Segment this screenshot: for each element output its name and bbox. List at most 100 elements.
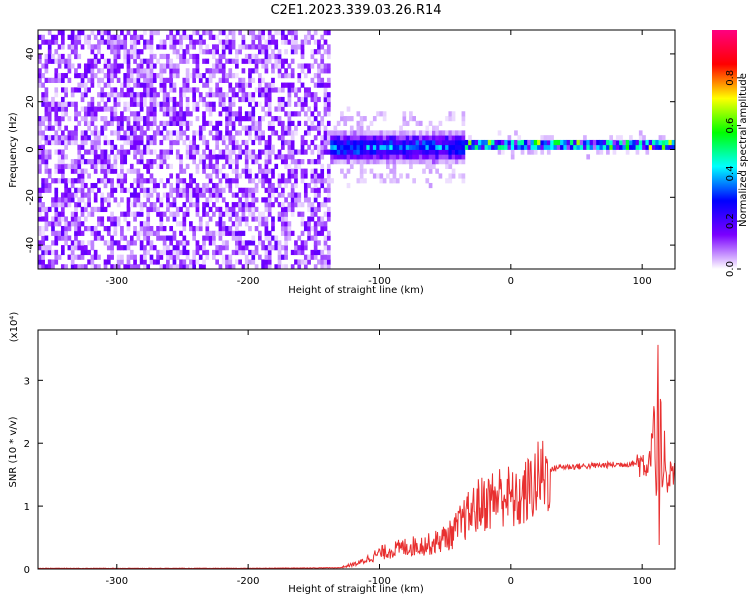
spectrogram-cell <box>438 120 443 126</box>
spectrogram-cell <box>116 77 121 83</box>
spectrogram-cell <box>238 173 242 179</box>
spectrogram-cell <box>356 154 361 160</box>
spectrogram-cell <box>156 254 160 260</box>
spectrogram-cell <box>156 163 160 170</box>
spectrogram-cell <box>277 116 282 122</box>
spectrogram-cell <box>212 101 216 107</box>
spectrogram-cell <box>133 101 137 107</box>
spectrogram-cell <box>123 58 128 64</box>
spectrogram-cell <box>64 187 68 193</box>
spectrogram-cell <box>110 182 114 189</box>
spectrogram-cell <box>136 159 141 165</box>
spectrogram-cell <box>41 187 45 193</box>
spectrogram-cell <box>235 211 239 217</box>
spectrogram-cell <box>74 240 78 246</box>
spectrogram-cell <box>175 135 180 141</box>
spectrogram-cell <box>116 154 121 160</box>
spectrogram-cell <box>455 154 459 160</box>
spectrogram-cell <box>313 192 318 198</box>
spectrogram-cell <box>231 178 236 184</box>
spectrogram-cell <box>274 44 279 50</box>
spectrogram-cell <box>297 87 302 93</box>
spectrogram-cell <box>106 159 111 165</box>
spectrogram-cell <box>77 264 82 269</box>
spectrogram-cell <box>317 216 321 222</box>
spectrogram-cell <box>248 68 252 74</box>
spectrogram-cell <box>267 178 272 184</box>
spectrogram-cell <box>93 63 98 69</box>
spectrogram-cell <box>382 149 387 155</box>
spectrogram-cell <box>77 53 82 60</box>
spectrogram-cell <box>382 178 387 184</box>
spectrogram-cell <box>182 216 187 222</box>
spectrogram-cell <box>139 63 144 69</box>
spectrogram-cell <box>74 68 78 74</box>
spectrogram-cell <box>179 111 183 117</box>
spectrogram-cell <box>550 135 554 141</box>
spectrogram-cell <box>64 139 68 146</box>
spectrogram-cell <box>323 30 328 36</box>
spectrogram-cell <box>175 240 180 246</box>
spectrogram-cell <box>77 87 82 93</box>
spectrogram-cell <box>169 73 174 79</box>
spectrogram-cell <box>103 125 108 131</box>
spectrogram-cell <box>83 225 88 232</box>
spectrogram-cell <box>294 125 298 131</box>
spectrogram-cell <box>152 96 157 103</box>
spectrogram-cell <box>359 139 364 146</box>
spectrogram-cell <box>221 221 226 227</box>
spectrogram-cell <box>244 139 249 146</box>
spectrogram-cell <box>143 130 147 136</box>
spectrogram-cell <box>392 144 397 150</box>
spectrogram-cell <box>149 49 154 55</box>
spectrogram-cell <box>317 49 321 55</box>
spectrogram-cell <box>395 159 400 165</box>
spectrogram-cell <box>136 73 141 79</box>
spectrogram-cell <box>120 149 124 155</box>
spectrogram-cell <box>64 154 68 160</box>
spectrogram-cell <box>343 173 348 179</box>
spectrogram-cell <box>277 249 282 256</box>
spectrogram-cell <box>90 111 95 117</box>
spectrogram-cell <box>90 44 95 50</box>
spectrogram-cell <box>254 87 259 93</box>
spectrogram-cell <box>297 235 302 241</box>
spectrogram-cell <box>149 116 154 122</box>
spectrogram-cell <box>448 116 453 122</box>
spectrogram-cell <box>625 149 630 155</box>
spectrogram-cell <box>139 259 144 265</box>
spectrogram-cell <box>303 96 308 103</box>
spectrogram-cell <box>189 202 193 208</box>
spectrogram-cell <box>113 116 118 122</box>
spectrogram-cell <box>47 259 52 265</box>
spectrogram-cell <box>100 216 105 222</box>
spectrogram-cell <box>106 58 111 64</box>
spectrogram-cell <box>143 178 147 184</box>
spectrogram-cell <box>261 87 265 93</box>
spectrogram-cell <box>343 130 348 136</box>
spectrogram-cell <box>556 139 561 146</box>
spectrogram-cell <box>74 39 78 45</box>
colorbar-gradient <box>712 30 737 269</box>
spectrogram-cell <box>215 245 219 251</box>
spectrogram-cell <box>284 82 288 88</box>
spectrogram-cell <box>461 120 466 126</box>
spectrogram-cell <box>41 154 45 160</box>
spectrogram-cell <box>205 58 210 64</box>
spectrogram-cell <box>307 202 311 208</box>
spectrogram-cell <box>238 44 242 50</box>
spectrogram-cell <box>136 68 141 74</box>
spectrogram-cell <box>90 149 95 155</box>
spectrogram-cell <box>106 63 111 69</box>
spectrogram-cell <box>162 182 167 189</box>
spectrogram-cell <box>182 116 187 122</box>
spectrogram-cell <box>54 197 59 203</box>
spectrogram-cell <box>208 106 213 112</box>
spectrogram-cell <box>162 82 167 88</box>
spectrogram-cell <box>172 197 177 203</box>
spectrogram-cell <box>77 39 82 45</box>
spectrogram-cell <box>103 92 108 98</box>
spectrogram-cell <box>353 135 357 141</box>
spectrogram-cell <box>619 135 623 141</box>
spectrogram-cell <box>133 144 137 150</box>
